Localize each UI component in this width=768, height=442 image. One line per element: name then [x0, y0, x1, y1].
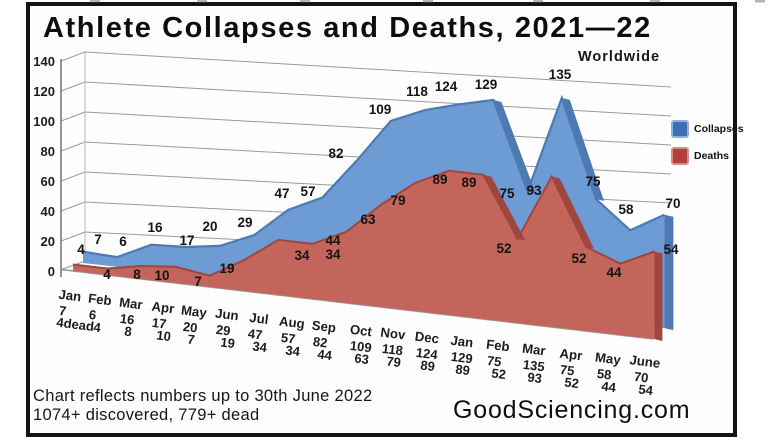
- footer-note: Chart reflects numbers up to 30th June 2…: [33, 387, 372, 425]
- chart-subtitle: Worldwide: [578, 49, 661, 65]
- legend-label-deaths: Deaths: [694, 150, 730, 162]
- legend-item-collapses: Collapses: [671, 120, 744, 138]
- collapses-swatch-icon: [671, 120, 689, 138]
- chart-frame: [26, 2, 737, 437]
- footer-line-1: Chart reflects numbers up to 30th June 2…: [33, 387, 373, 405]
- watermark: GoodSciencing.com: [453, 396, 691, 424]
- chart-title: Athlete Collapses and Deaths, 2021—22: [43, 12, 652, 44]
- deaths-swatch-icon: [671, 147, 689, 165]
- legend-item-deaths: Deaths: [671, 147, 744, 165]
- legend: Collapses Deaths: [671, 120, 744, 174]
- footer-line-2: 1074+ discovered, 779+ dead: [33, 406, 260, 424]
- legend-label-collapses: Collapses: [694, 123, 744, 135]
